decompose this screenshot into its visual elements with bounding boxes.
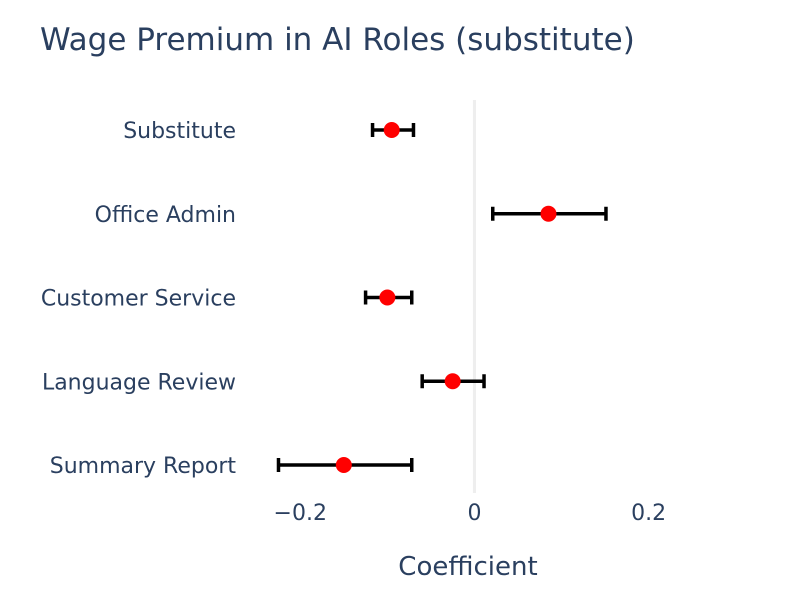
plot-area: −0.2 0 0.2 Substitute Office Admin Customer S… <box>41 100 666 526</box>
x-tick-label: 0 <box>467 501 481 526</box>
data-point <box>444 373 461 390</box>
y-tick-label: Substitute <box>123 119 236 144</box>
data-point <box>383 122 400 138</box>
data-point <box>335 457 352 473</box>
data-point <box>540 205 557 222</box>
y-tick-label: Summary Report <box>50 454 237 479</box>
x-tick-label: 0.2 <box>631 501 666 526</box>
y-tick-label: Language Review <box>42 370 236 395</box>
data-point <box>379 289 396 306</box>
x-axis-label: Coefficient <box>398 552 537 582</box>
y-tick-label: Customer Service <box>41 287 236 312</box>
y-tick-label: Office Admin <box>95 203 236 228</box>
chart-title: Wage Premium in AI Roles (substitute) <box>40 22 635 58</box>
x-tick-label: −0.2 <box>274 501 327 526</box>
